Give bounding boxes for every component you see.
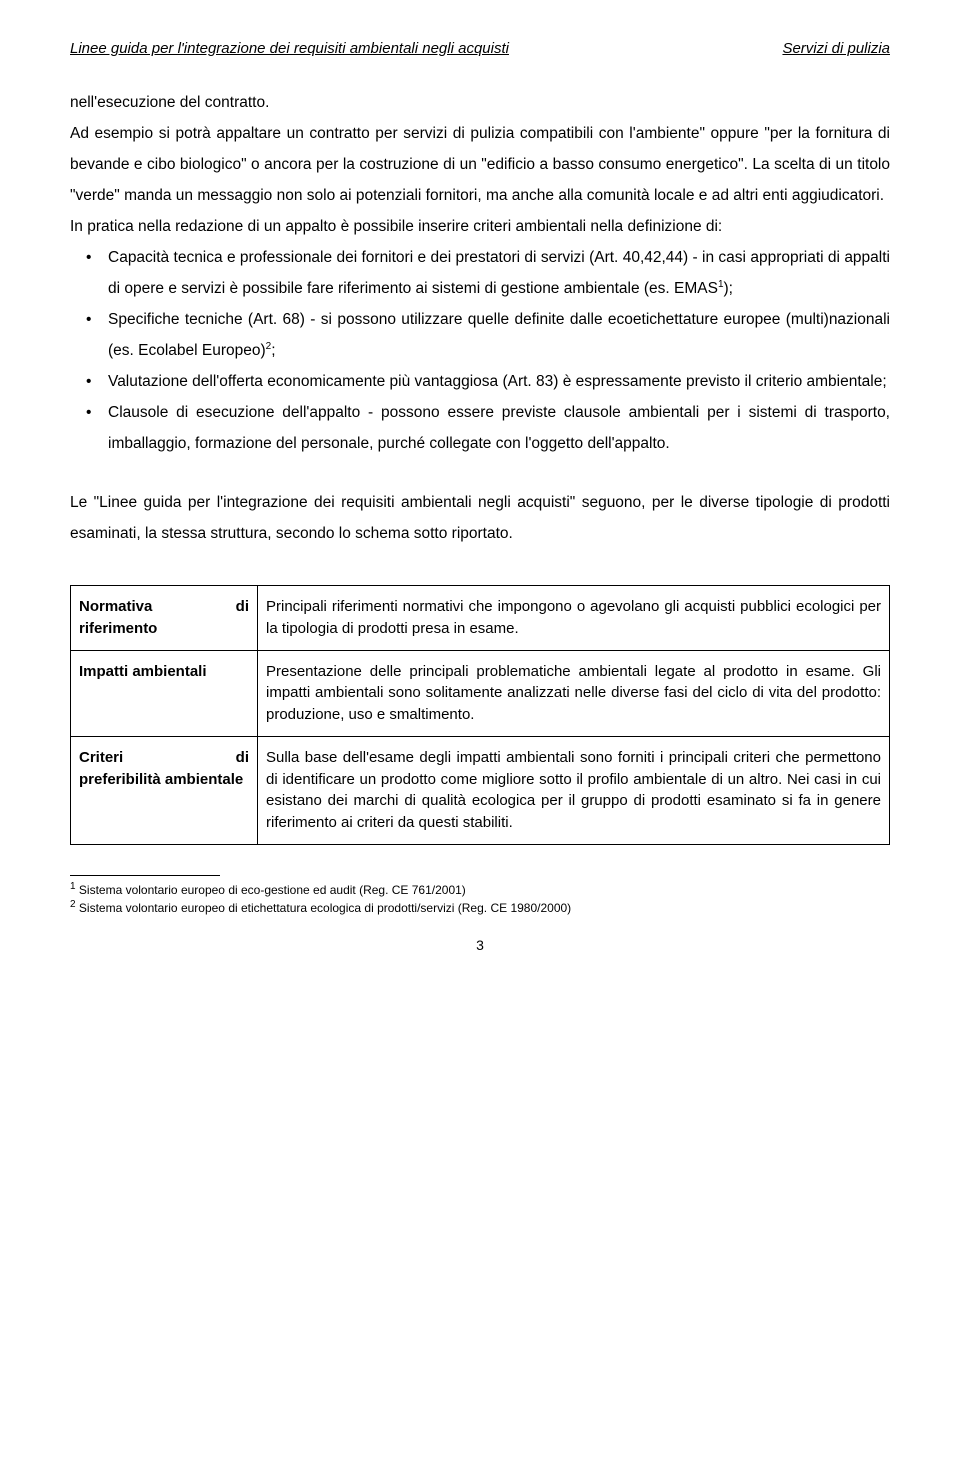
table-row: Criteri di preferibilità ambientale Sull… — [71, 736, 890, 844]
para-3: In pratica nella redazione di un appalto… — [70, 211, 890, 242]
bullet-list: Capacità tecnica e professionale dei for… — [70, 242, 890, 459]
body-content: nell'esecuzione del contratto. Ad esempi… — [70, 87, 890, 549]
row-desc: Sulla base dell'esame degli impatti ambi… — [258, 736, 890, 844]
footnotes: 1 Sistema volontario europeo di eco-gest… — [70, 875, 890, 917]
table-row: Normativa di riferimento Principali rife… — [71, 586, 890, 651]
footnote-2: 2 Sistema volontario europeo di etichett… — [70, 898, 890, 917]
para-1: nell'esecuzione del contratto. — [70, 87, 890, 118]
footnote-rule — [70, 875, 220, 876]
list-item: Clausole di esecuzione dell'appalto - po… — [70, 397, 890, 459]
table-row: Impatti ambientali Presentazione delle p… — [71, 650, 890, 736]
list-item: Capacità tecnica e professionale dei for… — [70, 242, 890, 304]
para-2: Ad esempio si potrà appaltare un contrat… — [70, 118, 890, 211]
header-left: Linee guida per l'integrazione dei requi… — [70, 40, 509, 57]
row-label: Impatti ambientali — [71, 650, 258, 736]
info-table: Normativa di riferimento Principali rife… — [70, 585, 890, 845]
list-item: Specifiche tecniche (Art. 68) - si posso… — [70, 304, 890, 366]
para-4: Le "Linee guida per l'integrazione dei r… — [70, 487, 890, 549]
row-label: Normativa di riferimento — [71, 586, 258, 651]
row-desc: Presentazione delle principali problemat… — [258, 650, 890, 736]
header-right: Servizi di pulizia — [782, 40, 890, 57]
page-number: 3 — [70, 937, 890, 953]
list-item: Valutazione dell'offerta economicamente … — [70, 366, 890, 397]
row-label: Criteri di preferibilità ambientale — [71, 736, 258, 844]
footnote-1: 1 Sistema volontario europeo di eco-gest… — [70, 880, 890, 899]
row-desc: Principali riferimenti normativi che imp… — [258, 586, 890, 651]
